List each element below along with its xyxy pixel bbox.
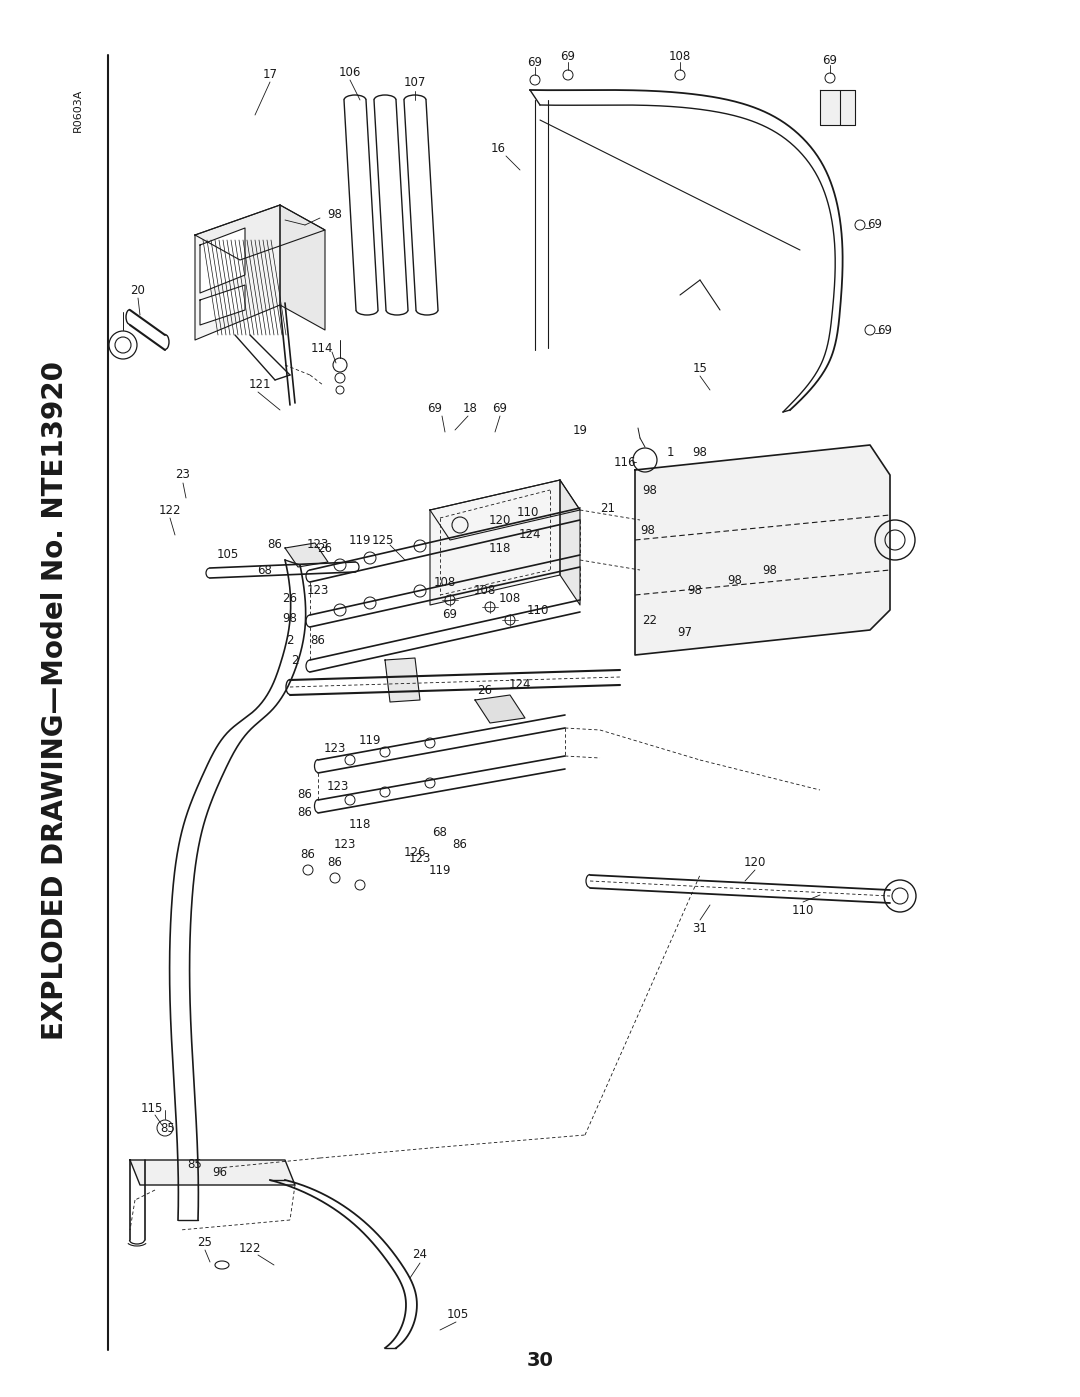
Text: 31: 31 (692, 922, 707, 935)
Text: 115: 115 (140, 1101, 163, 1115)
Polygon shape (280, 205, 325, 330)
Text: 108: 108 (669, 50, 691, 63)
Text: 19: 19 (572, 423, 588, 436)
Polygon shape (820, 89, 855, 124)
Polygon shape (200, 228, 245, 293)
Text: 86: 86 (298, 806, 312, 819)
Text: 21: 21 (600, 502, 616, 514)
Text: 123: 123 (327, 781, 349, 793)
Text: 20: 20 (131, 284, 146, 296)
Text: 105: 105 (447, 1309, 469, 1322)
Text: 116: 116 (613, 455, 636, 468)
Polygon shape (195, 205, 325, 260)
Text: 110: 110 (792, 904, 814, 916)
Text: 123: 123 (409, 852, 431, 865)
Text: 25: 25 (198, 1235, 213, 1249)
Text: 123: 123 (324, 742, 347, 754)
Text: 2: 2 (286, 633, 294, 647)
Text: 30: 30 (527, 1351, 553, 1369)
Text: 119: 119 (359, 733, 381, 746)
Text: 121: 121 (248, 379, 271, 391)
Text: 122: 122 (159, 503, 181, 517)
Text: 86: 86 (453, 837, 468, 851)
Text: 69: 69 (428, 401, 443, 415)
Text: 98: 98 (692, 446, 707, 458)
Text: 1: 1 (666, 446, 674, 458)
Text: 69: 69 (527, 56, 542, 68)
Text: 86: 86 (300, 848, 315, 862)
Text: 114: 114 (311, 341, 334, 355)
Text: 110: 110 (517, 506, 539, 518)
Text: 98: 98 (688, 584, 702, 597)
Text: 17: 17 (262, 68, 278, 81)
Polygon shape (384, 658, 420, 703)
Text: 98: 98 (643, 483, 658, 496)
Text: 26: 26 (318, 542, 333, 555)
Text: 126: 126 (404, 845, 427, 859)
Polygon shape (635, 446, 890, 655)
Text: 69: 69 (443, 609, 458, 622)
Text: 124: 124 (518, 528, 541, 542)
Text: 98: 98 (762, 563, 778, 577)
Text: 120: 120 (744, 855, 766, 869)
Text: 22: 22 (643, 613, 658, 626)
Text: 23: 23 (176, 468, 190, 482)
Text: 119: 119 (429, 863, 451, 876)
Text: 123: 123 (307, 538, 329, 552)
Text: 69: 69 (492, 401, 508, 415)
Text: 85: 85 (188, 1158, 202, 1172)
Text: 110: 110 (527, 604, 550, 616)
Text: EXPLODED DRAWING—Model No. NTE13920: EXPLODED DRAWING—Model No. NTE13920 (41, 360, 69, 1039)
Text: 86: 86 (327, 855, 342, 869)
Text: 86: 86 (311, 633, 325, 647)
Text: 105: 105 (217, 549, 239, 562)
Text: 98: 98 (728, 574, 742, 587)
Text: 97: 97 (677, 626, 692, 638)
Text: 69: 69 (877, 324, 892, 337)
Text: 98: 98 (640, 524, 656, 536)
Text: 86: 86 (268, 538, 283, 552)
Text: 108: 108 (434, 577, 456, 590)
Text: 68: 68 (257, 563, 272, 577)
Polygon shape (130, 1160, 295, 1185)
Polygon shape (285, 543, 328, 567)
Text: 24: 24 (413, 1249, 428, 1261)
Text: 118: 118 (349, 819, 372, 831)
Text: 16: 16 (490, 141, 505, 155)
Text: 68: 68 (433, 826, 447, 838)
Text: 119: 119 (349, 534, 372, 546)
Text: 69: 69 (561, 50, 576, 63)
Text: 108: 108 (474, 584, 496, 597)
Text: 98: 98 (327, 208, 342, 222)
Text: 98: 98 (283, 612, 297, 624)
Text: 18: 18 (462, 401, 477, 415)
Text: 125: 125 (372, 534, 394, 546)
Text: R0603A: R0603A (73, 88, 83, 131)
Text: 122: 122 (239, 1242, 261, 1255)
Polygon shape (475, 694, 525, 724)
Text: 86: 86 (298, 788, 312, 802)
Polygon shape (200, 285, 245, 326)
Text: 85: 85 (161, 1122, 175, 1134)
Text: 69: 69 (823, 53, 837, 67)
Text: 2: 2 (292, 654, 299, 666)
Polygon shape (195, 205, 280, 339)
Text: 26: 26 (477, 683, 492, 697)
Text: 123: 123 (334, 838, 356, 852)
Text: 118: 118 (489, 542, 511, 555)
Text: 26: 26 (283, 591, 297, 605)
Text: 108: 108 (499, 591, 522, 605)
Polygon shape (430, 481, 580, 541)
Text: 15: 15 (692, 362, 707, 374)
Text: 106: 106 (339, 66, 361, 78)
Text: 123: 123 (307, 584, 329, 597)
Text: 96: 96 (213, 1166, 228, 1179)
Text: 120: 120 (489, 514, 511, 527)
Text: 124: 124 (509, 679, 531, 692)
Text: 69: 69 (867, 218, 882, 232)
Polygon shape (430, 481, 561, 605)
Text: 107: 107 (404, 77, 427, 89)
Polygon shape (561, 481, 580, 605)
